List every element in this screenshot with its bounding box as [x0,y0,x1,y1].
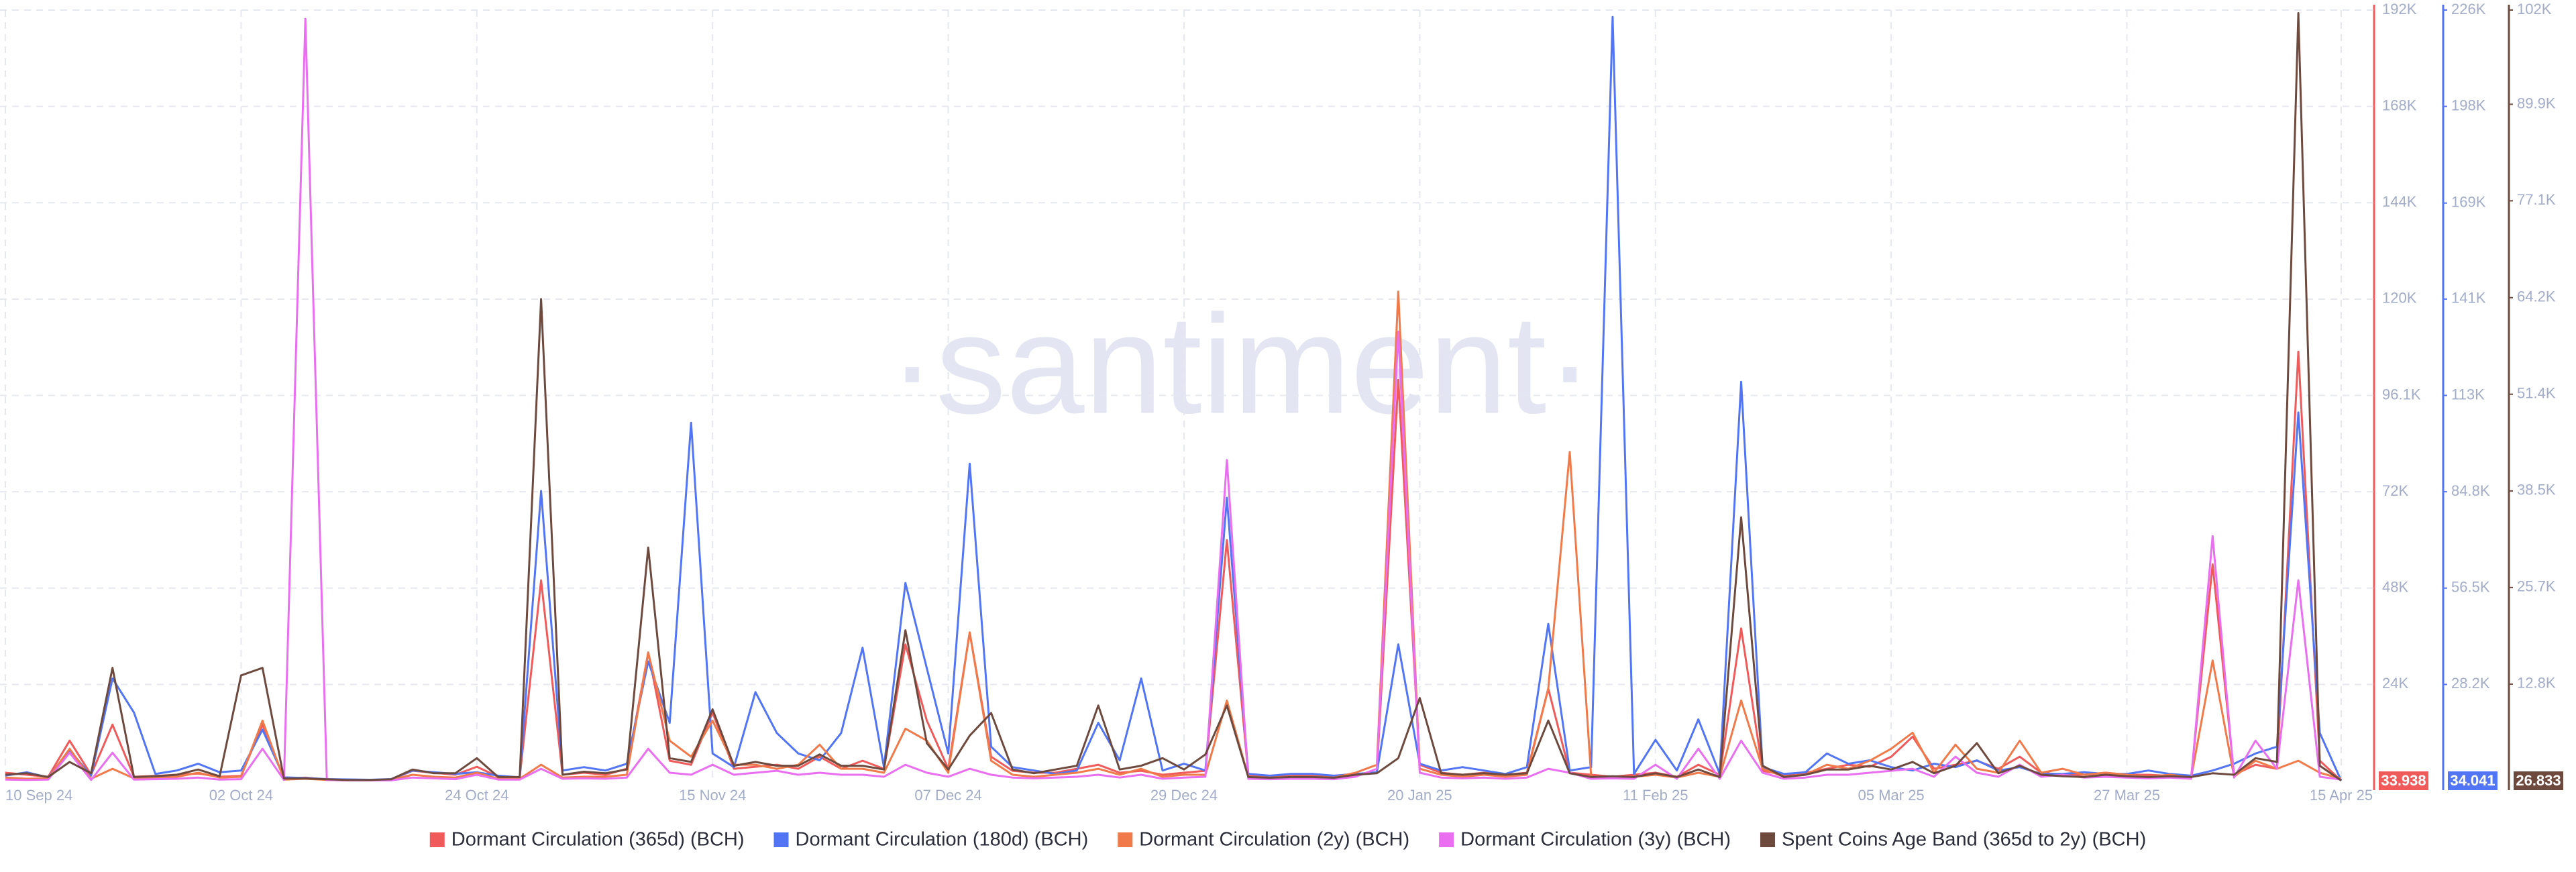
legend-label: Dormant Circulation (180d) (BCH) [796,829,1089,851]
last-value-badge [2514,771,2563,790]
legend-swatch [1118,832,1133,847]
y-tick-label: 120K [2382,290,2417,307]
y-tick-label: 77.1K [2517,191,2556,208]
y-tick-label: 144K [2382,193,2417,210]
y-tick-label: 72K [2382,482,2408,499]
y-tick-label: 102K [2517,1,2552,17]
y-tick-label: 28.2K [2451,675,2490,692]
x-tick-label: 11 Feb 25 [1623,787,1688,804]
y-tick-label: 89.9K [2517,95,2556,111]
last-value-label: 33.938 [2381,772,2426,789]
y-tick-label: 12.8K [2517,675,2556,692]
y-tick-label: 38.5K [2517,482,2556,498]
legend-item: Dormant Circulation (180d) (BCH) [773,829,1089,851]
y-tick-label: 64.2K [2517,288,2556,305]
y-tick-label: 48K [2382,579,2408,596]
last-value-badge [2379,771,2428,790]
x-tick-label: 27 Mar 25 [2094,787,2160,804]
y-tick-label: 141K [2451,290,2486,307]
last-value-badge [2448,771,2498,790]
legend-item: Dormant Circulation (2y) (BCH) [1118,829,1409,851]
y-tick-label: 25.7K [2517,578,2556,595]
legend-label: Dormant Circulation (365d) (BCH) [451,829,745,851]
x-tick-label: 05 Mar 25 [1858,787,1925,804]
legend-item: Dormant Circulation (365d) (BCH) [429,829,745,851]
legend-swatch [1439,832,1454,847]
last-value-label: 26.833 [2516,772,2561,789]
x-tick-label: 24 Oct 24 [445,787,508,804]
legend-label: Spent Coins Age Band (365d to 2y) (BCH) [1782,829,2146,851]
legend-item: Dormant Circulation (3y) (BCH) [1439,829,1731,851]
y-tick-label: 51.4K [2517,385,2556,402]
y-tick-label: 24K [2382,675,2408,692]
x-tick-label: 29 Dec 24 [1150,787,1218,804]
watermark: ·santiment· [889,285,1593,443]
y-tick-label: 192K [2382,1,2417,17]
legend-label: Dormant Circulation (2y) (BCH) [1139,829,1409,851]
x-tick-label: 07 Dec 24 [914,787,981,804]
last-value-label: 34.041 [2450,772,2495,789]
x-tick-label: 15 Nov 24 [679,787,746,804]
y-tick-label: 56.5K [2451,579,2490,596]
y-tick-label: 96.1K [2382,386,2421,402]
series-line [5,17,2342,781]
y-tick-label: 169K [2451,194,2486,211]
x-tick-label: 15 Apr 25 [2310,787,2373,804]
y-tick-label: 113K [2451,386,2485,402]
y-tick-label: 198K [2451,97,2486,113]
x-tick-label: 20 Jan 25 [1387,787,1452,804]
x-tick-label: 02 Oct 24 [209,787,273,804]
series-line [5,12,2342,781]
legend-item: Spent Coins Age Band (365d to 2y) (BCH) [1760,829,2146,851]
legend-swatch [429,832,445,847]
y-tick-label: 226K [2451,1,2486,17]
legend-swatch [1760,832,1775,847]
y-tick-label: 84.8K [2451,482,2490,499]
y-tick-label: 168K [2382,97,2417,113]
legend-label: Dormant Circulation (3y) (BCH) [1460,829,1731,851]
x-tick-label: 10 Sep 24 [5,787,72,804]
legend-swatch [773,832,789,847]
